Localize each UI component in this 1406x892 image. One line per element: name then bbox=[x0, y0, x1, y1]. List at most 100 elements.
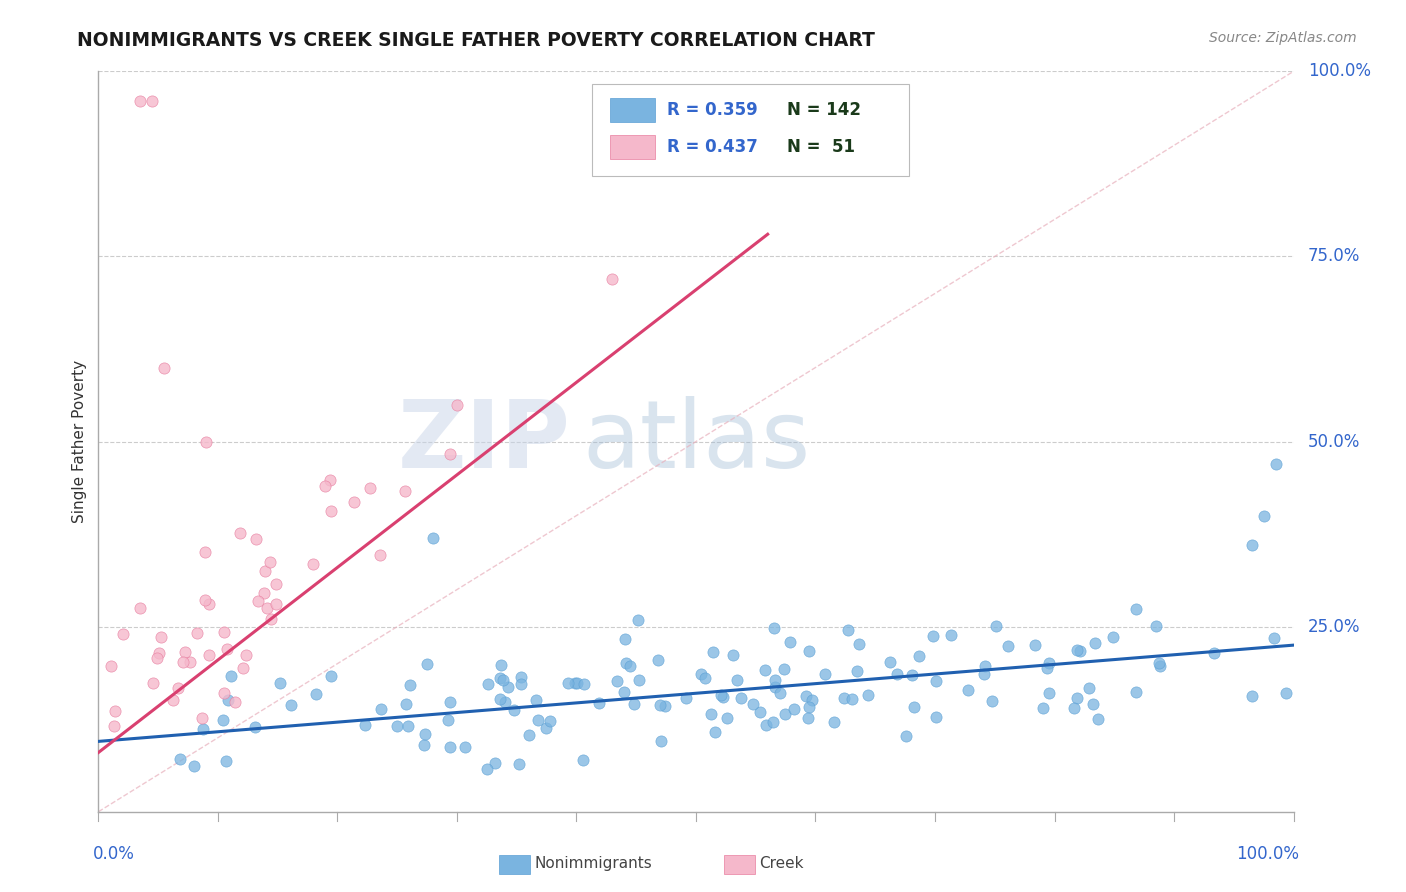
Point bbox=[394, 484, 416, 499]
Point bbox=[534, 721, 557, 735]
Point bbox=[343, 495, 366, 509]
Point bbox=[436, 714, 458, 728]
Point bbox=[422, 531, 444, 545]
Point bbox=[1253, 508, 1275, 523]
Point bbox=[762, 715, 785, 730]
Point bbox=[162, 693, 184, 707]
Point bbox=[253, 564, 276, 578]
Point bbox=[517, 728, 540, 742]
Text: 100.0%: 100.0% bbox=[1308, 62, 1371, 80]
Point bbox=[510, 676, 533, 690]
Text: 50.0%: 50.0% bbox=[1308, 433, 1360, 450]
Point bbox=[797, 700, 820, 714]
Point bbox=[986, 619, 1008, 633]
Point bbox=[588, 696, 610, 710]
Point bbox=[526, 692, 548, 706]
Point bbox=[924, 674, 946, 689]
Point bbox=[141, 94, 163, 108]
Y-axis label: Single Father Poverty: Single Father Poverty bbox=[72, 360, 87, 523]
Point bbox=[794, 689, 817, 703]
Point bbox=[974, 659, 997, 673]
Point bbox=[783, 702, 806, 716]
Point bbox=[413, 727, 436, 741]
Point bbox=[475, 762, 498, 776]
Point bbox=[212, 686, 235, 700]
Point bbox=[908, 648, 931, 663]
Point bbox=[214, 624, 236, 639]
Point bbox=[773, 662, 796, 676]
Point bbox=[396, 719, 419, 733]
Point bbox=[1263, 632, 1285, 646]
Point bbox=[353, 718, 375, 732]
Point bbox=[439, 447, 461, 461]
Point bbox=[319, 473, 342, 487]
Point bbox=[111, 627, 134, 641]
Point bbox=[1024, 638, 1046, 652]
Point bbox=[489, 658, 512, 673]
Point bbox=[619, 659, 641, 673]
Point bbox=[730, 690, 752, 705]
Text: 100.0%: 100.0% bbox=[1236, 845, 1299, 863]
Point bbox=[654, 698, 676, 713]
Point bbox=[399, 678, 422, 692]
Point bbox=[769, 686, 792, 700]
Point bbox=[370, 702, 392, 716]
Point bbox=[800, 693, 823, 707]
Point bbox=[565, 675, 588, 690]
Point bbox=[901, 667, 924, 681]
Point bbox=[264, 598, 287, 612]
Point bbox=[749, 705, 772, 719]
Point bbox=[302, 557, 325, 571]
Point bbox=[1125, 685, 1147, 699]
Point bbox=[832, 690, 855, 705]
Point bbox=[1240, 538, 1263, 552]
Point bbox=[981, 693, 1004, 707]
Point bbox=[494, 695, 516, 709]
Point bbox=[446, 398, 468, 412]
Point bbox=[973, 667, 995, 681]
Point bbox=[922, 629, 945, 643]
Point bbox=[754, 718, 776, 732]
Point bbox=[489, 691, 512, 706]
Point bbox=[477, 677, 499, 691]
Point bbox=[716, 711, 738, 725]
Text: Source: ZipAtlas.com: Source: ZipAtlas.com bbox=[1209, 31, 1357, 45]
Point bbox=[1264, 457, 1286, 471]
Point bbox=[100, 658, 122, 673]
Point bbox=[319, 503, 342, 517]
Point bbox=[219, 669, 242, 683]
Point bbox=[193, 722, 215, 736]
Point bbox=[129, 94, 152, 108]
Point bbox=[439, 739, 461, 754]
Point bbox=[198, 648, 221, 662]
Text: Creek: Creek bbox=[759, 856, 804, 871]
Point bbox=[690, 667, 713, 681]
Point bbox=[498, 680, 520, 694]
Text: Nonimmigrants: Nonimmigrants bbox=[534, 856, 652, 871]
FancyBboxPatch shape bbox=[610, 98, 655, 121]
Point bbox=[492, 673, 515, 687]
Text: 0.0%: 0.0% bbox=[93, 845, 135, 863]
Point bbox=[1032, 701, 1054, 715]
Point bbox=[1087, 712, 1109, 726]
Point bbox=[269, 676, 291, 690]
Point bbox=[224, 695, 246, 709]
Point bbox=[557, 676, 579, 690]
Point bbox=[837, 624, 859, 638]
Point bbox=[754, 663, 776, 677]
Point bbox=[702, 645, 724, 659]
Point bbox=[700, 707, 723, 722]
Point bbox=[172, 655, 194, 669]
Point bbox=[572, 753, 595, 767]
Point bbox=[103, 719, 125, 733]
Point bbox=[305, 687, 328, 701]
Point bbox=[763, 680, 786, 694]
Point bbox=[710, 689, 733, 703]
Point bbox=[231, 661, 253, 675]
Point bbox=[260, 612, 283, 626]
Point bbox=[1066, 691, 1088, 706]
Point bbox=[1275, 686, 1298, 700]
Text: R = 0.359: R = 0.359 bbox=[668, 101, 758, 119]
Point bbox=[1202, 646, 1225, 660]
Text: 25.0%: 25.0% bbox=[1308, 617, 1361, 636]
